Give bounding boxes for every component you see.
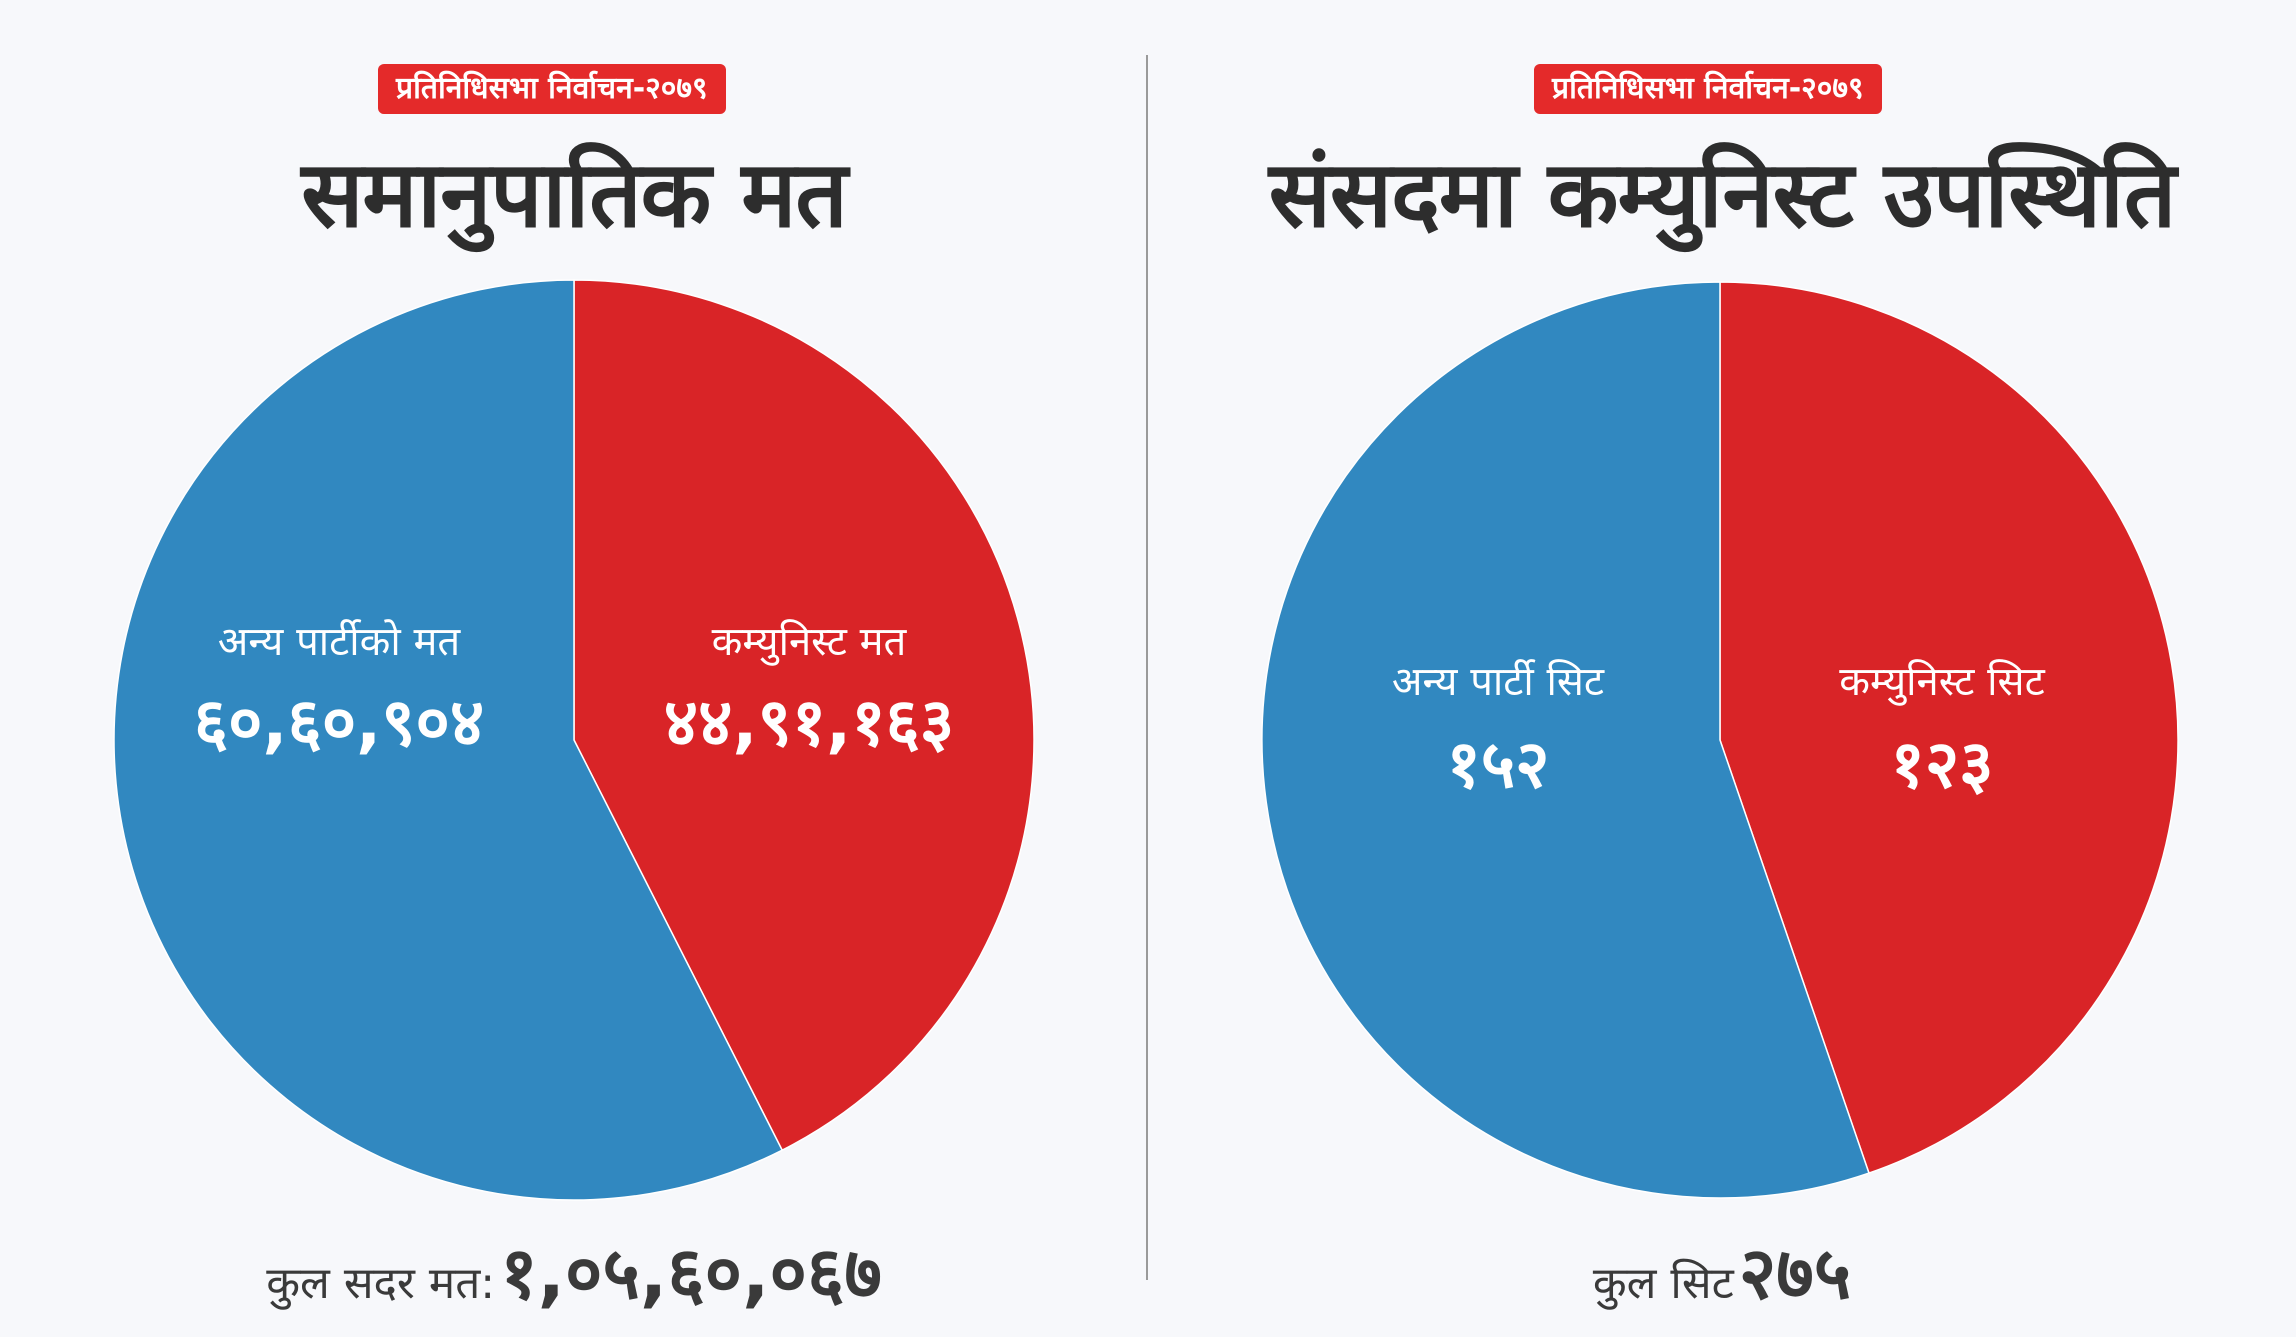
slice-label-0: कम्युनिस्ट मत: [712, 619, 908, 666]
total-seats: कुल सिट २७५: [1148, 1222, 2296, 1320]
total-label: कुल सिट: [1592, 1258, 1734, 1309]
chart-title: संसदमा कम्युनिस्ट उपस्थिति: [1268, 141, 2177, 248]
slice-value-1: १५२: [1447, 726, 1550, 803]
seat-share-panel: प्रतिनिधिसभा निर्वाचन-२०७९ संसदमा कम्युन…: [1148, 0, 2296, 1337]
pie-slice-0: [573, 279, 1035, 1152]
chart-title: समानुपातिक मत: [301, 141, 848, 248]
total-valid-votes: कुल सदर मत: १,०५,६०,०६७: [0, 1222, 1148, 1320]
pie-slice-1: [1261, 281, 1870, 1199]
total-label: कुल सदर मत:: [266, 1258, 496, 1309]
slice-label-1: अन्य पार्टी सिट: [1392, 659, 1605, 705]
vote-share-panel: प्रतिनिधिसभा निर्वाचन-२०७९ समानुपातिक मत…: [0, 64, 1148, 1320]
slice-value-1: ६०,६०,९०४: [194, 684, 484, 761]
total-value: १,०५,६०,०६७: [500, 1231, 882, 1315]
pie-slice-1: [113, 279, 784, 1201]
slice-label-0: कम्युनिस्ट सिट: [1839, 659, 2045, 706]
election-badge: प्रतिनिधिसभा निर्वाचन-२०७९: [1534, 64, 1882, 114]
seat-share-pie-chart: कम्युनिस्ट सिट १२३ अन्य पार्टी सिट १५२: [1261, 281, 2179, 1199]
slice-value-0: १२३: [1891, 726, 1994, 803]
panel-divider: [1146, 55, 1148, 1280]
pie-slice-0: [1719, 281, 2179, 1175]
total-value: २७५: [1738, 1231, 1852, 1315]
slice-label-1: अन्य पार्टीको मत: [218, 619, 462, 665]
election-badge: प्रतिनिधिसभा निर्वाचन-२०७९: [378, 64, 726, 114]
vote-share-pie-chart: कम्युनिस्ट मत ४४,९१,१६३ अन्य पार्टीको मत ६०…: [113, 279, 1035, 1201]
slice-value-0: ४४,९१,१६३: [664, 684, 954, 761]
